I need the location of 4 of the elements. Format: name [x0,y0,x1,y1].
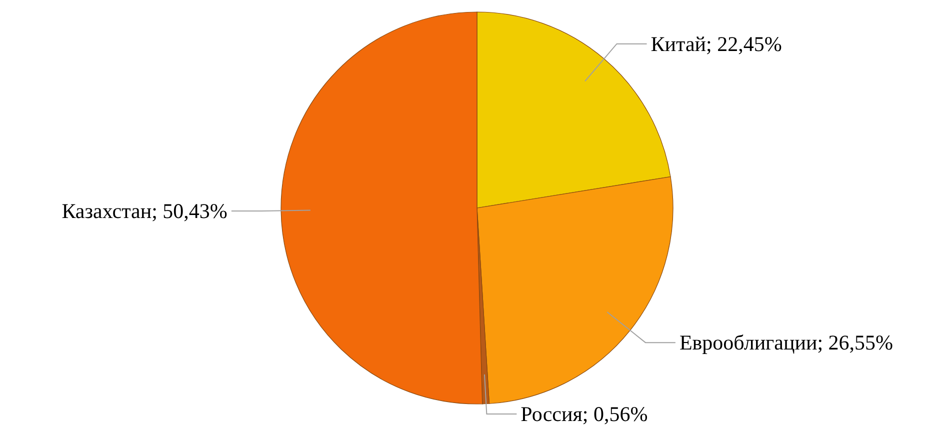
slice-label: Казахстан; 50,43% [62,198,228,223]
slice-label: Россия; 0,56% [520,402,648,426]
slice-label: Китай; 22,45% [650,32,782,56]
slice-label: Еврооблигации; 26,55% [679,330,894,355]
